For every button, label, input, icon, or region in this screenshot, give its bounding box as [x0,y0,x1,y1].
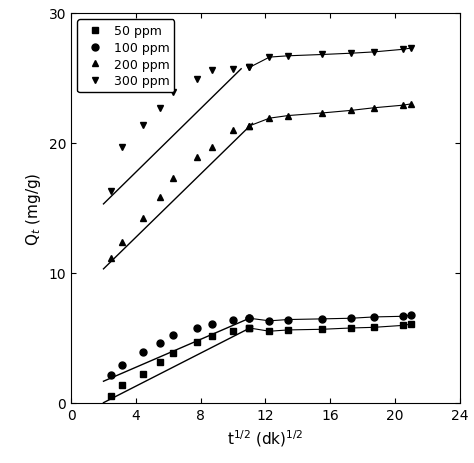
Y-axis label: Q$_t$ (mg/g): Q$_t$ (mg/g) [24,172,43,245]
Legend: 50 ppm, 100 ppm, 200 ppm, 300 ppm: 50 ppm, 100 ppm, 200 ppm, 300 ppm [77,20,174,93]
X-axis label: t$^{1/2}$ (dk)$^{1/2}$: t$^{1/2}$ (dk)$^{1/2}$ [227,427,304,448]
